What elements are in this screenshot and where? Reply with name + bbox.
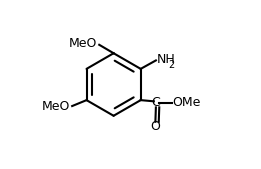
Text: MeO: MeO	[69, 38, 98, 50]
Text: NH: NH	[157, 53, 175, 66]
Text: C: C	[152, 96, 160, 109]
Text: MeO: MeO	[42, 100, 70, 113]
Text: OMe: OMe	[172, 96, 200, 109]
Text: O: O	[150, 120, 160, 133]
Text: 2: 2	[168, 60, 174, 70]
